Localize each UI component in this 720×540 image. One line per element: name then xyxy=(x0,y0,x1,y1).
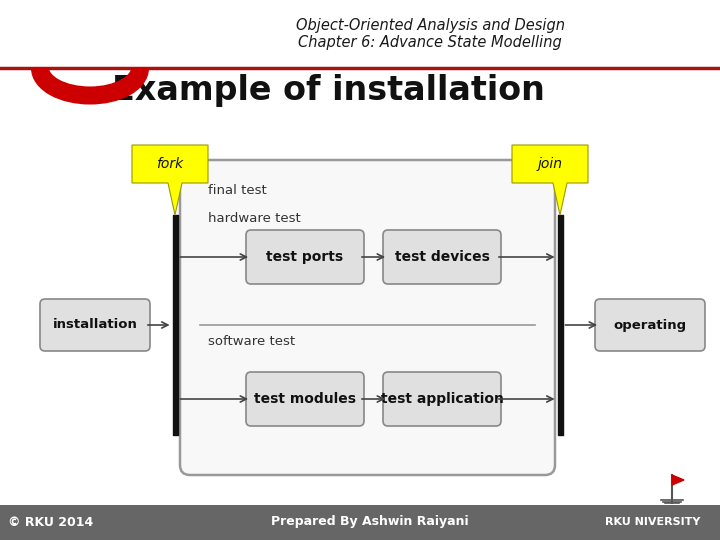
Text: software test: software test xyxy=(208,335,295,348)
Text: test devices: test devices xyxy=(395,250,490,264)
Text: © RKU 2014: © RKU 2014 xyxy=(8,516,94,529)
Text: test modules: test modules xyxy=(254,392,356,406)
FancyBboxPatch shape xyxy=(246,372,364,426)
FancyBboxPatch shape xyxy=(180,160,555,475)
Text: fork: fork xyxy=(156,157,184,171)
Text: final test: final test xyxy=(208,184,266,197)
Text: RKU NIVERSITY: RKU NIVERSITY xyxy=(605,517,700,527)
Text: Example of installation: Example of installation xyxy=(112,74,545,107)
Text: Chapter 6: Advance State Modelling: Chapter 6: Advance State Modelling xyxy=(298,35,562,50)
FancyBboxPatch shape xyxy=(0,505,720,540)
FancyBboxPatch shape xyxy=(383,230,501,284)
Polygon shape xyxy=(132,145,208,215)
Polygon shape xyxy=(672,475,684,485)
Polygon shape xyxy=(512,145,588,215)
Text: Prepared By Ashwin Raiyani: Prepared By Ashwin Raiyani xyxy=(271,516,469,529)
Text: join: join xyxy=(538,157,562,171)
FancyBboxPatch shape xyxy=(246,230,364,284)
Text: Object-Oriented Analysis and Design: Object-Oriented Analysis and Design xyxy=(295,18,564,33)
FancyBboxPatch shape xyxy=(383,372,501,426)
FancyBboxPatch shape xyxy=(595,299,705,351)
Text: installation: installation xyxy=(53,319,138,332)
Text: test ports: test ports xyxy=(266,250,343,264)
Text: operating: operating xyxy=(613,319,687,332)
Text: hardware test: hardware test xyxy=(208,212,301,225)
FancyBboxPatch shape xyxy=(40,299,150,351)
Text: test application: test application xyxy=(381,392,503,406)
